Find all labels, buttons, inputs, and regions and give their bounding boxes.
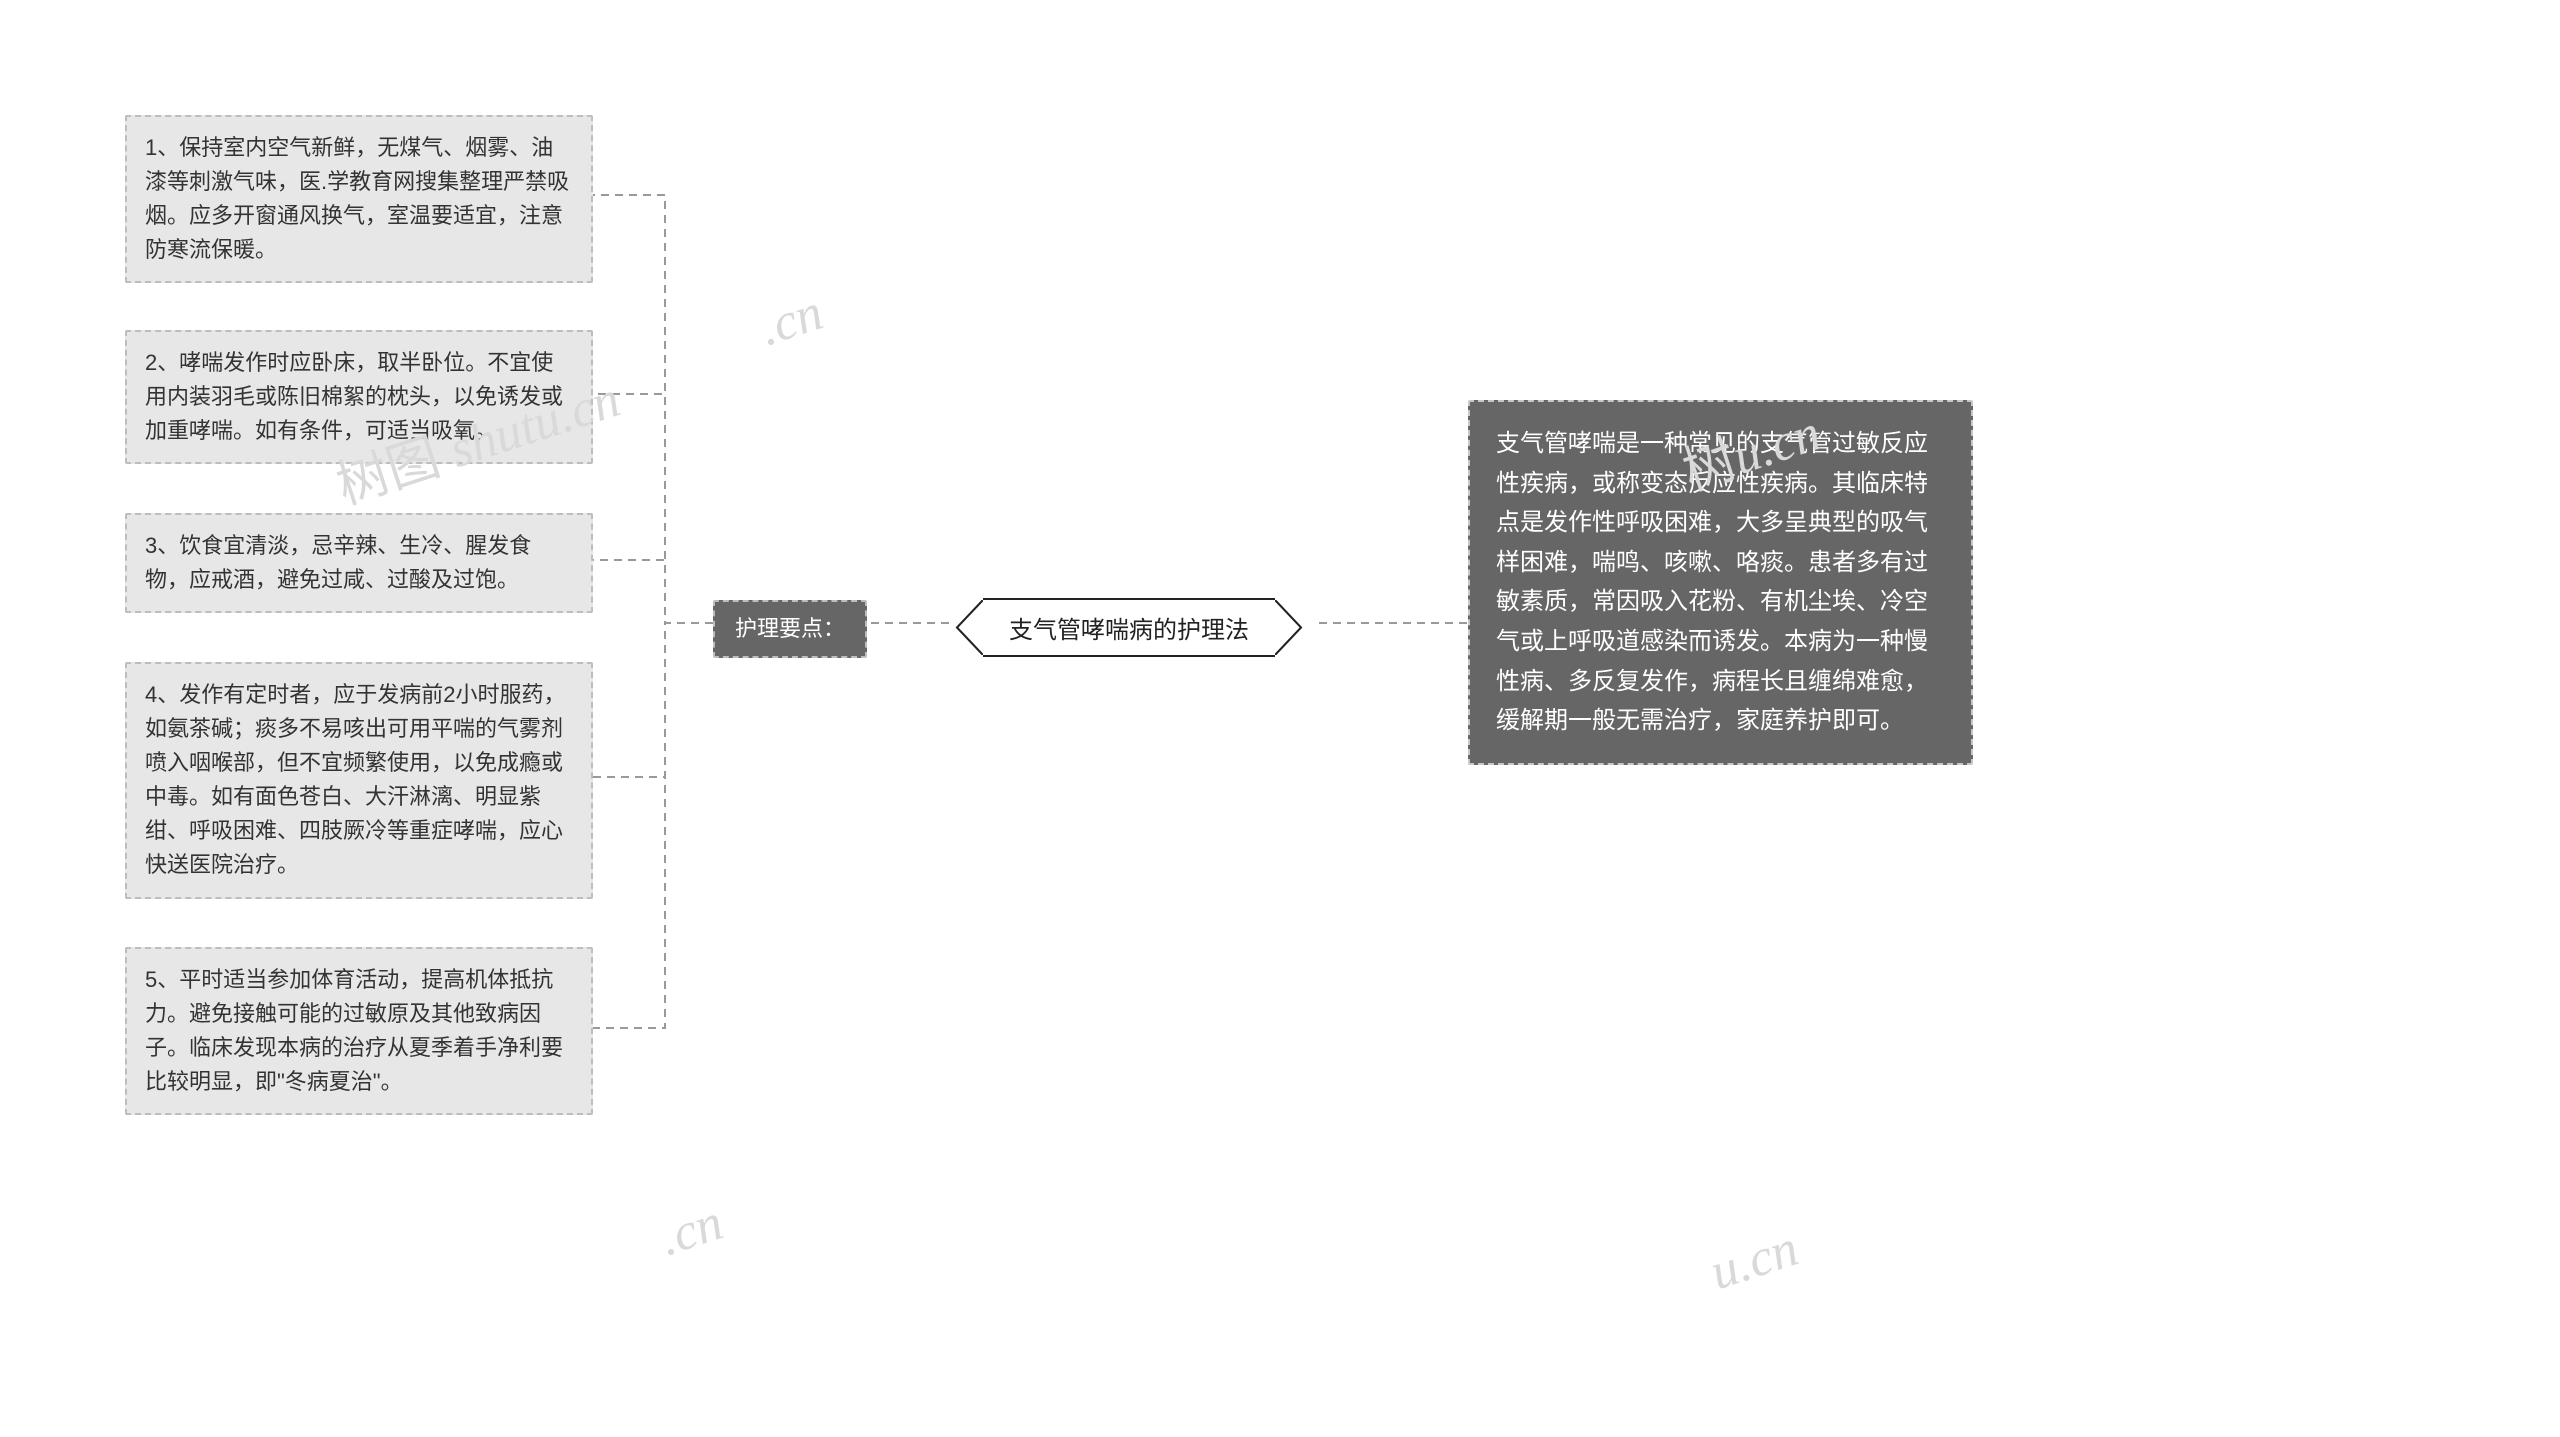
leaf-text-1: 1、保持室内空气新鲜，无煤气、烟雾、油漆等刺激气味，医.学教育网搜集整理严禁吸烟… — [145, 135, 569, 262]
watermark-5: u.cn — [1703, 1218, 1805, 1302]
leaf-node-4: 4、发作有定时者，应于发病前2小时服药，如氨茶碱；痰多不易咳出可用平喘的气雾剂喷… — [125, 662, 593, 899]
leaf-node-1: 1、保持室内空气新鲜，无煤气、烟雾、油漆等刺激气味，医.学教育网搜集整理严禁吸烟… — [125, 115, 593, 283]
nursing-label-text: 护理要点： — [735, 616, 845, 641]
watermark-4: .cn — [652, 1192, 730, 1268]
leaf-text-5: 5、平时适当参加体育活动，提高机体抵抗力。避免接触可能的过敏原及其他致病因子。临… — [145, 967, 563, 1094]
leaf-node-3: 3、饮食宜清淡，忌辛辣、生冷、腥发食物，应戒酒，避免过咸、过酸及过饱。 — [125, 513, 593, 613]
center-node: 支气管哮喘病的护理法 — [983, 598, 1275, 657]
center-node-text: 支气管哮喘病的护理法 — [1009, 617, 1249, 644]
center-right-cap — [1275, 600, 1303, 655]
leaf-node-2: 2、哮喘发作时应卧床，取半卧位。不宜使用内装羽毛或陈旧棉絮的枕头，以免诱发或加重… — [125, 330, 593, 464]
leaf-text-3: 3、饮食宜清淡，忌辛辣、生冷、腥发食物，应戒酒，避免过咸、过酸及过饱。 — [145, 533, 531, 592]
description-node: 支气管哮喘是一种常见的支气管过敏反应性疾病，或称变态反应性疾病。其临床特点是发作… — [1468, 400, 1973, 765]
leaf-text-2: 2、哮喘发作时应卧床，取半卧位。不宜使用内装羽毛或陈旧棉絮的枕头，以免诱发或加重… — [145, 350, 563, 443]
leaf-text-4: 4、发作有定时者，应于发病前2小时服药，如氨茶碱；痰多不易咳出可用平喘的气雾剂喷… — [145, 682, 565, 877]
center-left-cap — [955, 600, 983, 655]
description-text: 支气管哮喘是一种常见的支气管过敏反应性疾病，或称变态反应性疾病。其临床特点是发作… — [1496, 430, 1928, 734]
nursing-label-node: 护理要点： — [713, 600, 867, 658]
watermark-2: .cn — [752, 282, 830, 358]
leaf-node-5: 5、平时适当参加体育活动，提高机体抵抗力。避免接触可能的过敏原及其他致病因子。临… — [125, 947, 593, 1115]
